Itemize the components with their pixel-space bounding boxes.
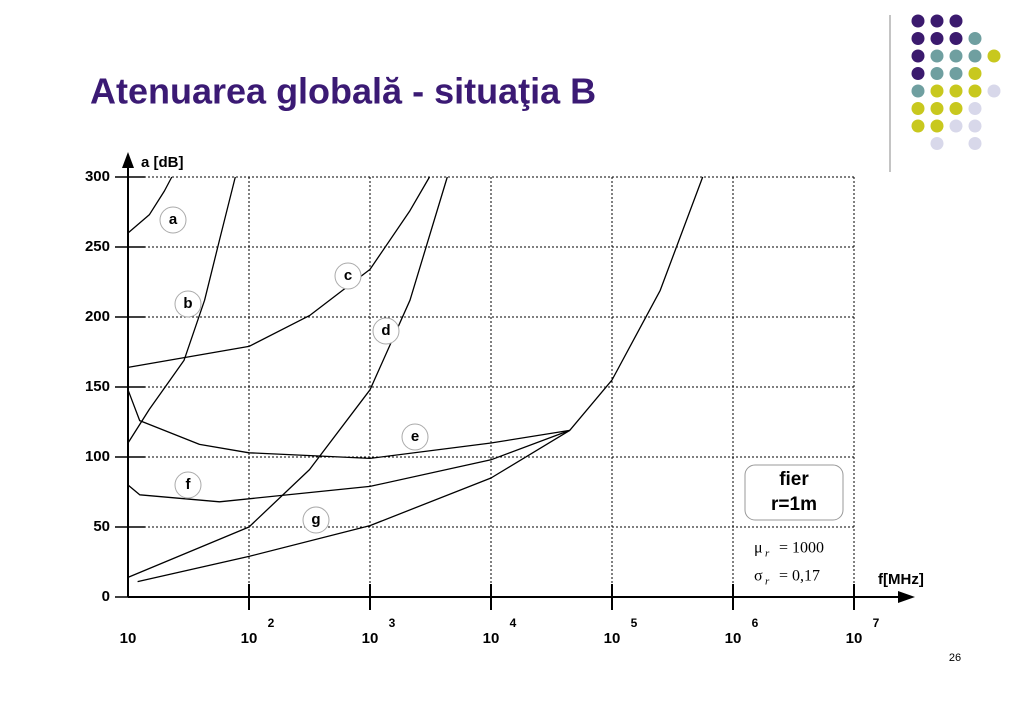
dot bbox=[949, 102, 963, 115]
curve-label-circle bbox=[334, 262, 362, 290]
dot bbox=[968, 32, 982, 45]
curve bbox=[127, 176, 236, 444]
dot bbox=[930, 14, 944, 28]
page-number: 26 bbox=[949, 652, 961, 664]
parameter-value: = 1000 bbox=[779, 540, 824, 557]
dot bbox=[949, 49, 963, 63]
slide-title: Atenuarea globală - situaţia B bbox=[90, 71, 596, 112]
y-tick-label: 100 bbox=[85, 448, 110, 465]
decoration-dots bbox=[911, 14, 1001, 150]
material-text: fier bbox=[779, 469, 809, 490]
x-tick-exponent: 2 bbox=[268, 616, 275, 630]
curve-label: a bbox=[169, 211, 178, 228]
dot bbox=[949, 84, 963, 98]
dot bbox=[911, 14, 925, 28]
dot bbox=[930, 32, 944, 45]
dot bbox=[968, 49, 982, 63]
curve-label: b bbox=[183, 295, 192, 312]
dot bbox=[987, 84, 1001, 98]
dot bbox=[968, 119, 982, 133]
x-tick-exponent: 5 bbox=[631, 616, 638, 630]
parameter-symbol: σ bbox=[754, 568, 763, 585]
x-tick-label: 10 bbox=[120, 630, 137, 647]
dot bbox=[911, 119, 925, 133]
x-tick-label: 10 bbox=[362, 630, 379, 647]
y-tick-label: 200 bbox=[85, 308, 110, 325]
x-tick-exponent: 3 bbox=[389, 616, 396, 630]
x-axis-label: f[MHz] bbox=[878, 571, 924, 588]
x-tick-label: 10 bbox=[483, 630, 500, 647]
dot bbox=[930, 67, 944, 80]
curve-label: f bbox=[186, 476, 192, 493]
curve-label-circle bbox=[174, 471, 202, 499]
curve-label: d bbox=[381, 322, 390, 339]
dot bbox=[930, 49, 944, 63]
dot bbox=[911, 32, 925, 45]
dot bbox=[968, 137, 982, 150]
material-box bbox=[744, 464, 844, 521]
curve bbox=[127, 176, 704, 460]
x-tick-label: 10 bbox=[846, 630, 863, 647]
y-tick-label: 150 bbox=[85, 378, 110, 395]
curve bbox=[127, 176, 173, 234]
dot bbox=[930, 84, 944, 98]
dot bbox=[930, 137, 944, 150]
dot bbox=[968, 84, 982, 98]
dot bbox=[987, 49, 1001, 63]
dot bbox=[911, 67, 925, 80]
curve-label: e bbox=[411, 428, 419, 445]
parameter-symbol: μ bbox=[754, 540, 763, 557]
curve-label-circle bbox=[401, 423, 429, 451]
curve-label: g bbox=[311, 511, 320, 528]
dot bbox=[949, 32, 963, 45]
dot bbox=[968, 67, 982, 80]
curve bbox=[137, 429, 571, 583]
y-tick-label: 300 bbox=[85, 168, 110, 185]
dot bbox=[911, 102, 925, 115]
x-tick-label: 10 bbox=[241, 630, 258, 647]
y-tick-label: 0 bbox=[102, 588, 110, 605]
parameter-subscript: r bbox=[765, 548, 770, 560]
dot bbox=[930, 119, 944, 133]
dot bbox=[911, 84, 925, 98]
y-tick-label: 250 bbox=[85, 238, 110, 255]
dot bbox=[949, 119, 963, 133]
parameter-subscript: r bbox=[765, 576, 770, 588]
curve bbox=[127, 176, 431, 369]
parameter-value: = 0,17 bbox=[779, 568, 820, 585]
y-tick-label: 50 bbox=[93, 518, 110, 535]
dot bbox=[930, 102, 944, 115]
x-tick-exponent: 4 bbox=[510, 616, 517, 630]
curve-label-circle bbox=[174, 290, 202, 318]
x-axis-arrow bbox=[898, 591, 915, 603]
y-axis-arrow bbox=[122, 152, 134, 168]
curve bbox=[127, 429, 570, 503]
curve-label-circle bbox=[372, 317, 400, 345]
x-tick-exponent: 7 bbox=[873, 616, 880, 630]
dot bbox=[949, 14, 963, 28]
dot bbox=[968, 102, 982, 115]
x-tick-label: 10 bbox=[725, 630, 742, 647]
curve bbox=[127, 176, 448, 579]
material-text: r=1m bbox=[771, 494, 817, 515]
curve-label-circle bbox=[159, 206, 187, 234]
x-tick-label: 10 bbox=[604, 630, 621, 647]
y-axis-label: a [dB] bbox=[141, 154, 184, 171]
curve-label-circle bbox=[302, 506, 330, 534]
curve-label: c bbox=[344, 267, 352, 284]
x-tick-exponent: 6 bbox=[752, 616, 759, 630]
dot bbox=[911, 49, 925, 63]
dot bbox=[949, 67, 963, 80]
